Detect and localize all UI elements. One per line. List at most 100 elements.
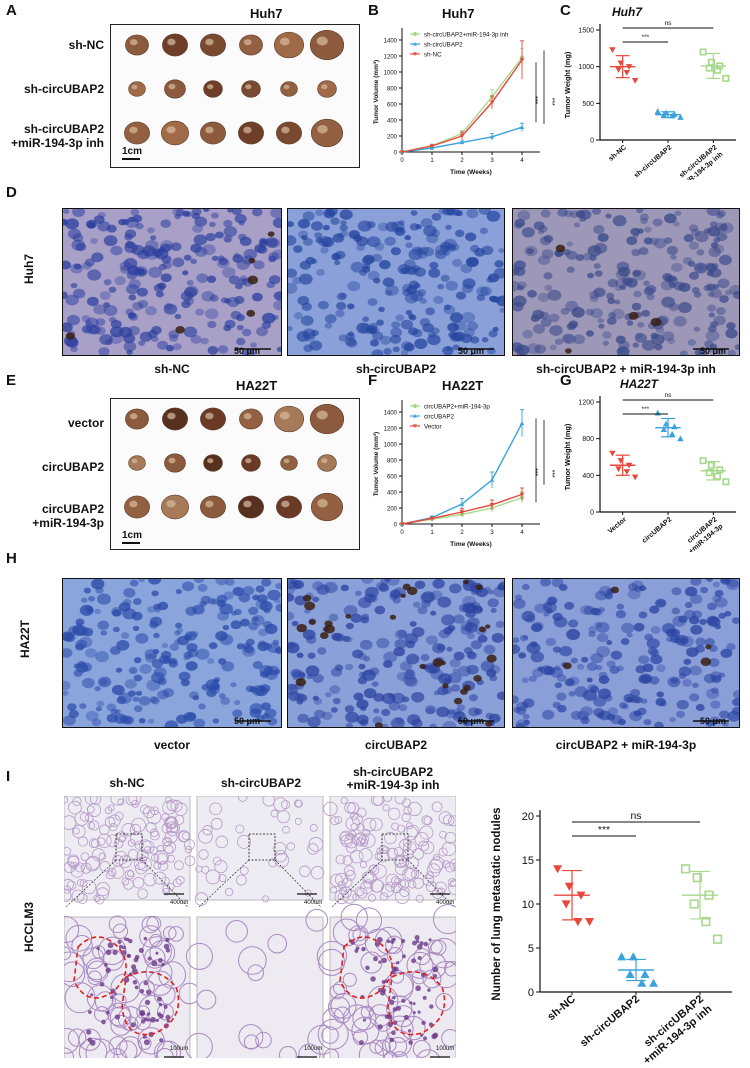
- tumor-cell: [414, 935, 420, 941]
- tumor-highlight: [279, 411, 290, 420]
- alveolus: [170, 799, 183, 812]
- sig-label: ns: [664, 392, 672, 399]
- nucleus: [652, 218, 663, 227]
- alveolus: [68, 800, 82, 815]
- nucleus: [238, 220, 245, 226]
- y-tick-label: 1000: [384, 443, 398, 449]
- alveolus-zoom: [391, 1051, 408, 1058]
- alveolus: [452, 862, 456, 870]
- nucleus: [564, 678, 575, 687]
- nucleus: [185, 661, 198, 671]
- nucleus: [693, 291, 702, 298]
- x-tick-label: 1: [430, 158, 434, 164]
- nucleus: [626, 632, 633, 638]
- tumor-cell: [112, 949, 118, 955]
- nucleus: [124, 679, 137, 689]
- micrograph-d-sh-nc: [62, 208, 282, 356]
- nucleus: [593, 287, 606, 298]
- nucleus: [372, 331, 384, 341]
- nucleus: [452, 668, 459, 674]
- y-tick-label: 800: [387, 87, 398, 93]
- nucleus: [72, 209, 86, 217]
- nucleus: [527, 343, 541, 354]
- nucleus: [409, 621, 417, 627]
- nucleus: [480, 660, 495, 672]
- tumor-cell: [155, 1018, 159, 1023]
- nucleus: [597, 233, 609, 242]
- tumor: [309, 29, 345, 61]
- caption-d1: sh-NC: [154, 362, 190, 376]
- nucleus: [513, 598, 526, 609]
- x-tick-label-group: circUBAP2: [641, 516, 673, 545]
- nucleus: [369, 322, 378, 330]
- nucleus: [63, 680, 71, 691]
- alveolus: [334, 816, 343, 824]
- alveolus: [342, 877, 353, 888]
- nucleus: [217, 611, 229, 621]
- alveolus: [372, 864, 387, 879]
- nucleus: [322, 711, 333, 721]
- nucleus: [526, 248, 534, 254]
- nucleus: [493, 586, 504, 598]
- scale-label-i-top-2: 400um: [304, 900, 323, 906]
- nucleus: [480, 286, 492, 296]
- nucleus: [266, 717, 278, 726]
- nucleus: [298, 672, 306, 678]
- col-title-i1: sh-NC: [109, 776, 145, 790]
- nucleus: [128, 216, 135, 223]
- nucleus: [231, 209, 242, 216]
- nucleus: [513, 342, 523, 352]
- x-tick-label-group: Vector: [607, 516, 628, 535]
- nucleus: [257, 245, 268, 254]
- nucleus: [731, 617, 739, 624]
- alveolus: [140, 804, 150, 815]
- scale-label-d3: 50 μm: [700, 346, 727, 356]
- tumor: [125, 34, 149, 56]
- alveolus-zoom: [108, 1036, 128, 1056]
- nucleus: [462, 602, 476, 614]
- stained-cell: [555, 244, 566, 253]
- nucleus: [496, 691, 504, 701]
- stained-cell: [700, 657, 712, 666]
- alveolus-zoom: [411, 969, 427, 985]
- tumor-cell: [391, 1030, 396, 1036]
- nucleus: [621, 703, 629, 710]
- nucleus: [270, 209, 281, 219]
- data-point: [429, 144, 435, 149]
- data-point: [654, 108, 661, 114]
- nucleus: [543, 272, 553, 280]
- nucleus: [593, 224, 605, 234]
- nucleus: [172, 257, 185, 268]
- tumor-highlight: [205, 38, 214, 46]
- alveolus: [385, 881, 396, 892]
- nucleus: [546, 608, 553, 614]
- nucleus: [252, 616, 259, 622]
- nucleus: [234, 699, 241, 706]
- nucleus: [249, 708, 262, 718]
- tumor: [241, 80, 261, 98]
- tumor-highlight: [317, 125, 328, 134]
- tumor-cell: [155, 951, 159, 955]
- alveolus: [294, 817, 302, 825]
- nucleus: [530, 641, 538, 648]
- nucleus: [180, 291, 194, 302]
- alveolus: [79, 812, 90, 822]
- nucleus: [443, 250, 451, 256]
- x-tick-label: circUBAP2: [641, 516, 673, 545]
- nucleus: [297, 295, 310, 306]
- nucleus: [661, 623, 676, 634]
- scale-label-i-bot-1: 100um: [170, 1046, 189, 1052]
- tumor-cell: [147, 956, 152, 961]
- nucleus: [206, 275, 217, 283]
- nucleus: [331, 252, 341, 260]
- alveolus: [354, 832, 367, 845]
- alveolus: [149, 846, 158, 855]
- stained-cell: [65, 332, 75, 340]
- alveolus: [309, 823, 318, 832]
- nucleus: [447, 322, 459, 332]
- nucleus: [434, 249, 447, 260]
- nucleus: [537, 292, 550, 302]
- nucleus: [650, 654, 663, 665]
- alveolus: [94, 894, 105, 905]
